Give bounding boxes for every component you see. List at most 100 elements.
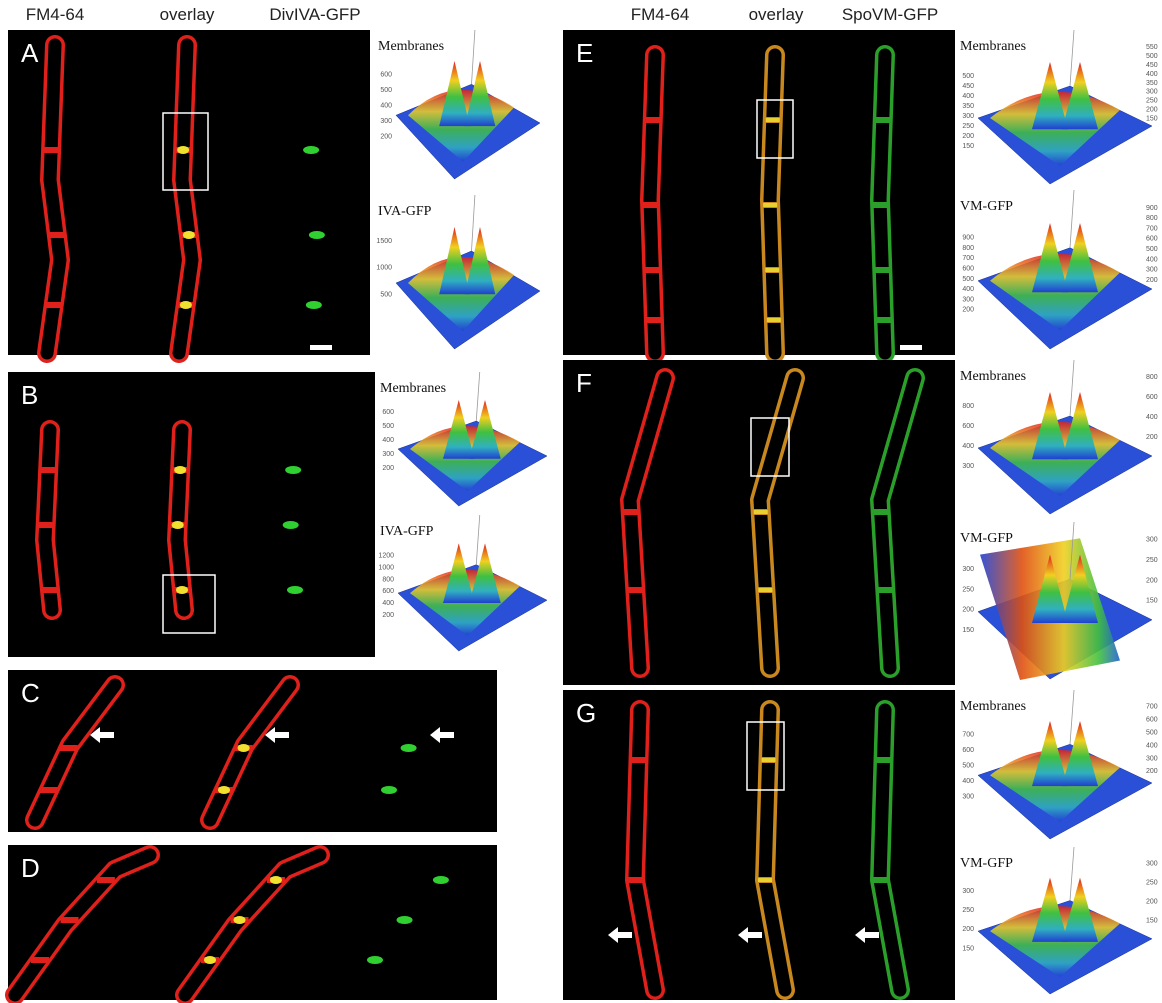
tick-label: 250 [1146,879,1158,886]
gfp-focus [174,466,186,474]
panel-label: C [21,678,40,708]
gfp-focus [218,786,230,794]
axis-line [472,195,475,251]
tick-label: 700 [962,732,974,739]
tick-label: 300 [962,888,974,895]
septum-overlay [758,588,772,592]
tick-label: 600 [1146,236,1158,243]
tick-label: 500 [962,276,974,283]
tick-label: 150 [962,627,974,634]
plot-title: Membranes [960,39,1026,54]
septum [37,522,55,528]
figure: FM4-64 overlay DivIVA-GFP FM4-64 overlay… [0,0,1162,1003]
tick-label: 800 [382,576,394,583]
septum [641,202,659,208]
tick-label: 300 [1146,267,1158,274]
cell-interior [45,430,52,610]
tick-label: 250 [1146,98,1158,105]
plot-title: Membranes [960,369,1026,384]
tick-label: 600 [1146,394,1158,401]
tick-label: 150 [1146,115,1158,122]
tick-label: 300 [382,451,394,458]
septum [61,917,79,923]
gfp-focus [283,521,299,529]
septum [48,232,66,238]
tick-label: 200 [962,607,974,614]
gfp-focus [397,916,413,924]
tick-label: 300 [1146,537,1158,544]
septum [876,587,894,593]
septum [45,302,63,308]
gfp-focus [303,146,319,154]
tick-label: 250 [1146,557,1158,564]
plot-title: Membranes [380,381,446,396]
septum [644,117,662,123]
tick-label: 500 [1146,246,1158,253]
septum [875,317,893,323]
tick-label: 300 [962,463,974,470]
plot-title: VM-GFP [960,531,1013,546]
septum [871,877,889,883]
cell-interior [177,430,184,610]
septum [40,787,58,793]
gfp-focus [401,744,417,752]
tick-label: 200 [1146,899,1158,906]
column-header: overlay [160,5,215,24]
tick-label: 450 [1146,62,1158,69]
tick-label: 500 [1146,53,1158,60]
gfp-focus [183,231,195,239]
tick-label: 1200 [378,553,394,560]
panel-label: F [576,368,592,398]
tick-label: 400 [380,103,392,110]
tick-label: 800 [962,245,974,252]
tick-label: 1000 [376,265,392,272]
tick-label: 1500 [376,238,392,245]
tick-label: 1000 [378,564,394,571]
tick-label: 300 [1146,755,1158,762]
tick-label: 800 [962,403,974,410]
gfp-focus [285,466,301,474]
gfp-focus [234,916,246,924]
septum [643,267,661,273]
septum [630,757,648,763]
tick-label: 500 [382,423,394,430]
septum [60,745,78,751]
axis-line [472,30,475,84]
gfp-focus [204,956,216,964]
tick-label: 400 [962,778,974,785]
micrograph-panel [563,30,955,355]
tick-label: 500 [962,763,974,770]
column-header: SpoVM-GFP [842,5,938,24]
tick-label: 200 [380,134,392,141]
plot-title: VM-GFP [960,856,1013,871]
panel-label: G [576,698,596,728]
septum [622,509,640,515]
septum [873,267,891,273]
septum [41,587,59,593]
tick-label: 400 [962,443,974,450]
septum [874,117,892,123]
tick-label: 400 [1146,71,1158,78]
plot-title: Membranes [960,699,1026,714]
tick-label: 150 [1146,918,1158,925]
septum [626,877,644,883]
axis-line [476,372,480,421]
gfp-focus [180,301,192,309]
septum [872,509,890,515]
tick-label: 700 [1146,225,1158,232]
tick-label: 500 [380,87,392,94]
axis-line [1070,690,1074,744]
gfp-focus [176,586,188,594]
tick-label: 400 [382,600,394,607]
panel-label: D [21,853,40,883]
septum [871,202,889,208]
axis-line [1070,847,1074,901]
column-header: DivIVA-GFP [269,5,360,24]
gfp-focus [287,586,303,594]
tick-label: 800 [1146,215,1158,222]
tick-label: 600 [380,72,392,79]
tick-label: 600 [1146,717,1158,724]
tick-label: 150 [962,143,974,150]
septum-overlay [754,510,768,514]
tick-label: 150 [1146,598,1158,605]
